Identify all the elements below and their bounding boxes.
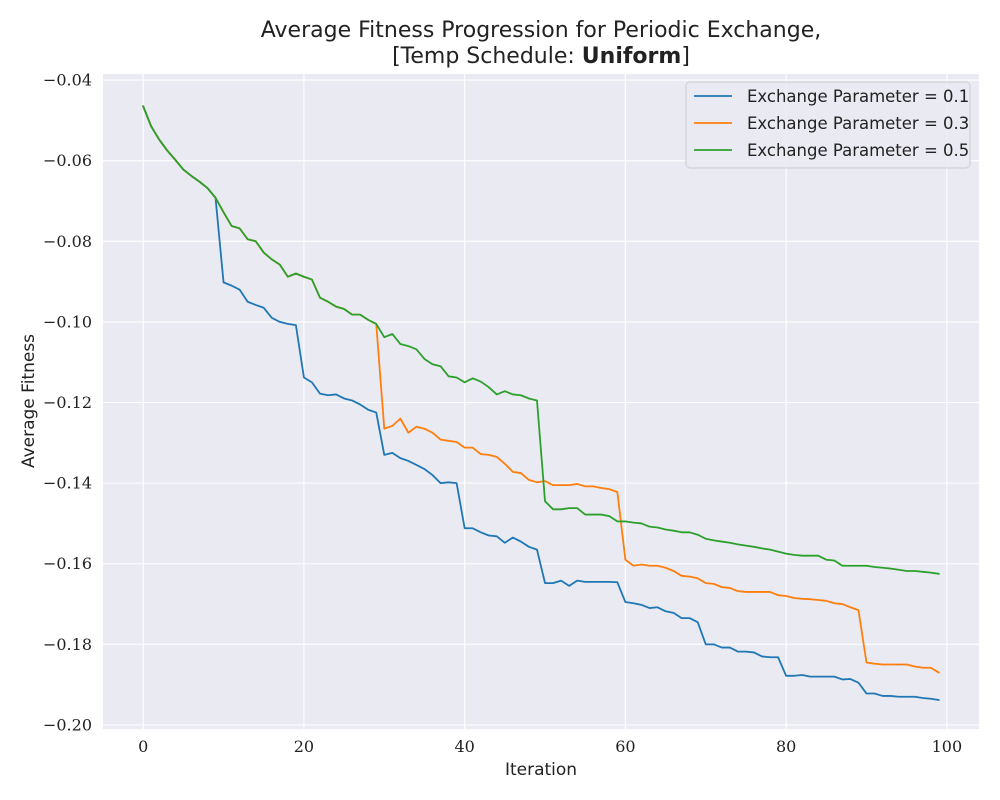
y-tick-label: −0.18: [43, 635, 92, 654]
x-tick-label: 0: [138, 737, 148, 756]
legend-entry-label: Exchange Parameter = 0.1: [747, 87, 969, 106]
legend-entry-label: Exchange Parameter = 0.3: [747, 114, 969, 133]
y-tick-label: −0.10: [43, 312, 92, 331]
y-tick-label: −0.16: [43, 554, 92, 573]
series-line: [142, 105, 940, 701]
chart-title-line1: Average Fitness Progression for Periodic…: [261, 18, 821, 43]
x-tick-label: 60: [615, 737, 635, 756]
x-tick-label: 100: [932, 737, 963, 756]
chart-title-prefix: [Temp Schedule:: [392, 44, 582, 69]
y-tick-label: −0.12: [43, 393, 92, 412]
tick-labels: 0 20 40 60 80 100 −0.04 −0.06 −0.08 −0.10 −0.12 −0.…: [43, 71, 962, 756]
y-axis-label: Average Fitness: [19, 334, 39, 468]
chart-title-bold: Uniform: [582, 44, 682, 69]
series-layer: [142, 105, 940, 701]
legend: Exchange Parameter = 0.1 Exchange Paramet…: [685, 81, 971, 169]
legend-box: [685, 81, 971, 169]
series-line: [142, 105, 940, 575]
legend-entry-label: Exchange Parameter = 0.5: [747, 141, 969, 160]
y-tick-label: −0.08: [43, 232, 92, 251]
y-tick-label: −0.06: [43, 151, 92, 170]
x-tick-label: 20: [294, 737, 314, 756]
x-axis-label: Iteration: [505, 760, 577, 780]
grid: [103, 74, 979, 729]
plot-area: [103, 74, 979, 729]
x-tick-label: 40: [454, 737, 474, 756]
y-tick-label: −0.04: [43, 71, 92, 90]
chart-title-suffix: ]: [681, 44, 690, 69]
y-tick-label: −0.14: [43, 474, 92, 493]
y-tick-label: −0.20: [43, 715, 92, 734]
chart-title-line2: [Temp Schedule: Uniform]: [392, 44, 690, 69]
x-tick-label: 80: [776, 737, 796, 756]
